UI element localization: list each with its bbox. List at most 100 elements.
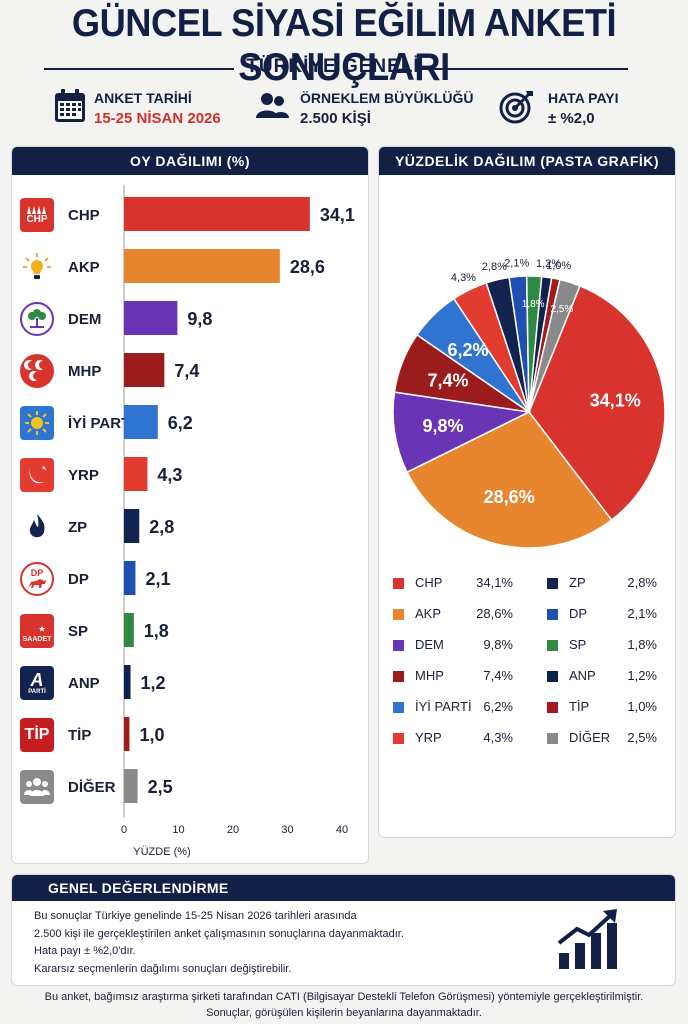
iyi-logo — [20, 406, 54, 440]
anp-logo-subtext: PARTİ — [28, 688, 46, 695]
crescent-icon — [29, 466, 46, 484]
pie-slice — [406, 411, 613, 549]
category-label: YRP — [68, 467, 99, 484]
dp-logo-text: DP — [30, 567, 44, 578]
summary-panel: GENEL DEĞERLENDİRME Bu sonuçlar Türkiye … — [11, 874, 676, 986]
legend-label: CHP — [415, 575, 443, 590]
category-label: CHP — [68, 207, 100, 224]
x-tick-label: 40 — [336, 824, 348, 836]
yrp-logo — [20, 458, 54, 492]
diger-logo — [20, 770, 54, 804]
legend-swatch — [547, 733, 558, 744]
legend-value: 34,1% — [476, 575, 513, 590]
pie-chart-panel: YÜZDELİK DAĞILIM (PASTA GRAFİK) 34,1% 28,… — [378, 146, 676, 838]
legend-value: 2,1% — [627, 606, 657, 621]
akp-logo — [20, 250, 54, 284]
legend-value: 6,2% — [483, 699, 513, 714]
sun-icon — [25, 411, 49, 435]
legend-swatch — [393, 671, 404, 682]
category-label: ZP — [68, 519, 87, 536]
bar — [124, 769, 138, 803]
data-label: 4,3 — [157, 465, 182, 485]
bar — [124, 197, 310, 231]
bar — [124, 561, 136, 595]
legend-label: MHP — [415, 668, 444, 683]
chp-logo-text: CHP — [26, 214, 48, 225]
error-margin: HATA PAYI ± %2,0 — [498, 86, 658, 130]
summary-line: 2.500 kişi ile gerçekleştirilen anket ça… — [34, 928, 404, 940]
legend-swatch — [393, 640, 404, 651]
target-icon — [499, 91, 533, 124]
pie-data-label: 2,5% — [550, 304, 573, 315]
legend-label: YRP — [415, 730, 442, 745]
divider — [432, 68, 628, 70]
category-label: AKP — [68, 259, 100, 276]
legend-value: 1,2% — [627, 668, 657, 683]
legend-value: 2,8% — [627, 575, 657, 590]
footer-line-1: Bu anket, bağımsız araştırma şirketi tar… — [44, 991, 644, 1003]
survey-date: ANKET TARİHİ 15-25 NİSAN 2026 — [54, 86, 254, 130]
legend-item: ANP 1,2% — [547, 668, 675, 686]
crescents-icon — [24, 360, 43, 381]
data-label: 34,1 — [320, 205, 355, 225]
legend-item: MHP 7,4% — [393, 668, 523, 686]
footer-line-2: Sonuçlar, görüşülen kişilerin beyanların… — [206, 1007, 482, 1019]
zp-logo — [20, 510, 54, 544]
category-label: DP — [68, 571, 89, 588]
legend-item: DİĞER 2,5% — [547, 730, 675, 748]
summary-title: GENEL DEĞERLENDİRME — [12, 875, 675, 901]
date-label: ANKET TARİHİ — [94, 90, 192, 106]
x-axis-label: YÜZDE (%) — [133, 846, 190, 858]
moon-star-icon — [28, 621, 45, 636]
summary-line: Kararsız seçmenlerin dağılımı sonuçları … — [34, 963, 292, 975]
pie-chart: 34,1% 28,6% 9,8% 7,4% 6,2% 4,3% 2,8%2,1% 1,8% 1,… — [392, 257, 666, 549]
legend-swatch — [547, 640, 558, 651]
legend-label: SP — [569, 637, 587, 652]
chp-logo: CHP — [20, 198, 54, 232]
legend-label: DEM — [415, 637, 444, 652]
bar — [124, 249, 280, 283]
category-label: ANP — [68, 675, 100, 692]
legend-item: AKP 28,6% — [393, 606, 523, 624]
data-label: 6,2 — [168, 413, 193, 433]
data-label: 7,4 — [174, 361, 199, 381]
anp-logo-text: A — [30, 669, 44, 690]
data-label: 9,8 — [187, 309, 212, 329]
legend-label: DİĞER — [569, 730, 611, 745]
data-label: 2,5 — [148, 777, 173, 797]
category-label: İYİ PARTİ — [68, 415, 134, 432]
data-label: 2,8 — [149, 517, 174, 537]
category-label: TİP — [68, 727, 91, 744]
pie-slice — [528, 284, 666, 522]
bar — [124, 665, 131, 699]
bar-chart: CHP 34,1 AKP 28,6 DEM 9,8 MHP 7,4 İYİ PARTİ 6,2 YR… — [68, 185, 355, 858]
x-tick-label: 0 — [121, 824, 127, 836]
legend-label: ANP — [569, 668, 596, 683]
legend-item: DEM 9,8% — [393, 637, 523, 655]
legend-swatch — [547, 578, 558, 589]
legend-value: 7,4% — [483, 668, 513, 683]
summary-line: Bu sonuçlar Türkiye genelinde 15-25 Nisa… — [34, 910, 357, 922]
data-label: 1,8 — [144, 621, 169, 641]
legend-label: AKP — [415, 606, 442, 621]
legend-item: SP 1,8% — [547, 637, 675, 655]
lightbulb-icon — [23, 253, 51, 279]
legend-value: 4,3% — [483, 730, 513, 745]
subtitle-bar: TÜRKİYE GENELİ — [0, 56, 688, 82]
dem-logo — [20, 302, 54, 336]
pie-data-label: 28,6% — [484, 487, 535, 507]
legend-item: CHP 34,1% — [393, 575, 523, 593]
pie-chart-title: YÜZDELİK DAĞILIM (PASTA GRAFİK) — [379, 147, 675, 175]
pie-slice — [528, 278, 581, 413]
data-label: 1,2 — [141, 673, 166, 693]
pie-data-label: 4,3% — [451, 272, 476, 284]
summary-line: Hata payı ± %2,0'dır. — [34, 945, 136, 957]
bar — [124, 405, 158, 439]
bar — [124, 353, 165, 387]
legend-value: 1,0% — [627, 699, 657, 714]
bar — [124, 717, 130, 751]
legend-label: İYİ PARTİ — [415, 699, 472, 714]
legend-swatch — [547, 671, 558, 682]
pie-data-label: 2,1% — [504, 257, 529, 269]
legend-value: 1,8% — [627, 637, 657, 652]
